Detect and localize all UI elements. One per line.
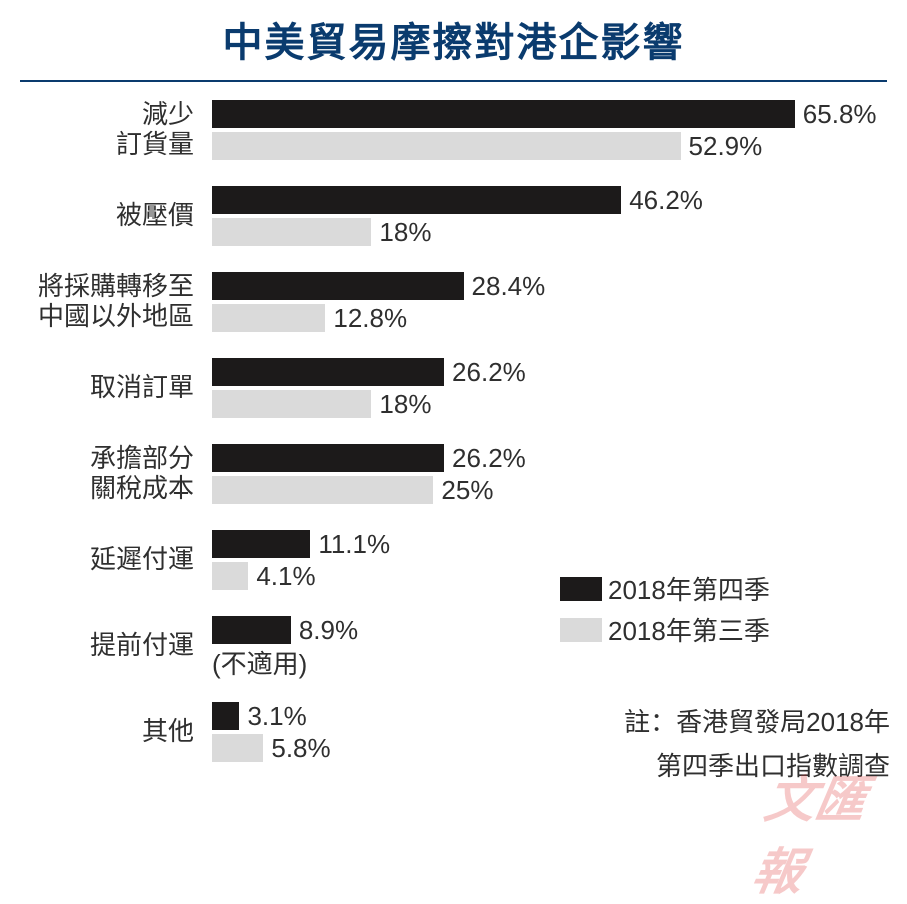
category-group: 減少 訂貨量 65.8% 52.9% [0, 100, 907, 160]
source-note: 註：香港貿發局2018年第四季出口指數調查 [624, 700, 890, 788]
bar [212, 476, 433, 504]
bar-track: (不適用) [212, 648, 307, 676]
bar [212, 616, 291, 644]
bar [212, 100, 795, 128]
category-label: 提前付運 [0, 631, 194, 661]
category-group: 提前付運 8.9%(不適用) [0, 616, 907, 676]
bar-track: 52.9% [212, 132, 762, 160]
bar-track: 26.2% [212, 358, 526, 386]
category-group: 被壓價 46.2% 18% [0, 186, 907, 246]
category-label: 其他 [0, 717, 194, 747]
chart-title: 中美貿易摩擦對港企影響 [0, 0, 907, 68]
bar [212, 702, 239, 730]
bar [212, 562, 248, 590]
category-group: 取消訂單 26.2% 18% [0, 358, 907, 418]
bar-track: 18% [212, 390, 431, 418]
category-group: 將採購轉移至 中國以外地區 28.4% 12.8% [0, 272, 907, 332]
legend-swatch [560, 577, 602, 601]
bar-value-label: 8.9% [299, 615, 358, 646]
category-label: 減少 訂貨量 [0, 100, 194, 160]
bar-track: 5.8% [212, 734, 331, 762]
bar-track: 65.8% [212, 100, 877, 128]
bar-value-label: 18% [379, 389, 431, 420]
legend-item: 2018年第四季 [560, 570, 770, 607]
bar-value-label: 26.2% [452, 357, 526, 388]
legend-label: 2018年第三季 [608, 611, 770, 648]
bar-value-label: 5.8% [271, 733, 330, 764]
bar-track: 8.9% [212, 616, 358, 644]
bar [212, 358, 444, 386]
category-label: 被壓價 [0, 201, 194, 231]
note-line: 第四季出口指數調查 [624, 744, 890, 788]
category-group: 延遲付運 11.1%4.1% [0, 530, 907, 590]
bar-value-label: 46.2% [629, 185, 703, 216]
bar [212, 734, 263, 762]
category-label: 取消訂單 [0, 373, 194, 403]
bar-track: 46.2% [212, 186, 703, 214]
bar [212, 218, 371, 246]
category-label: 將採購轉移至 中國以外地區 [0, 272, 194, 332]
bar [212, 304, 325, 332]
category-label: 延遲付運 [0, 545, 194, 575]
bar-track: 3.1% [212, 702, 307, 730]
legend-swatch [560, 618, 602, 642]
bar-value-label: 25% [441, 475, 493, 506]
legend-item: 2018年第三季 [560, 611, 770, 648]
bar-track: 26.2% [212, 444, 526, 472]
bar-value-label: (不適用) [212, 644, 307, 681]
bar-value-label: 12.8% [333, 303, 407, 334]
category-group: 承擔部分 關稅成本 26.2%25% [0, 444, 907, 504]
bar-track: 25% [212, 476, 493, 504]
bar-value-label: 3.1% [247, 701, 306, 732]
bar [212, 186, 621, 214]
chart-area: 減少 訂貨量 65.8% 52.9% 被壓價 46.2% 18% 將採購轉移至 中國以外地區… [0, 100, 907, 762]
bar-track: 12.8% [212, 304, 407, 332]
bar [212, 132, 681, 160]
bar-track: 4.1% [212, 562, 316, 590]
bar-value-label: 18% [379, 217, 431, 248]
title-underline [20, 80, 887, 82]
legend: 2018年第四季 2018年第三季 [560, 570, 770, 652]
bar-value-label: 26.2% [452, 443, 526, 474]
bar-value-label: 28.4% [472, 271, 546, 302]
bar-value-label: 4.1% [256, 561, 315, 592]
bar-value-label: 65.8% [803, 99, 877, 130]
category-label: 承擔部分 關稅成本 [0, 444, 194, 504]
bar-track: 11.1% [212, 530, 390, 558]
bar-track: 28.4% [212, 272, 545, 300]
bar-track: 18% [212, 218, 431, 246]
bar [212, 444, 444, 472]
note-line: 註：香港貿發局2018年 [624, 700, 890, 744]
legend-label: 2018年第四季 [608, 570, 770, 607]
bar-value-label: 52.9% [689, 131, 763, 162]
bar [212, 390, 371, 418]
bar [212, 272, 464, 300]
bar-value-label: 11.1% [318, 529, 390, 560]
bar [212, 530, 310, 558]
